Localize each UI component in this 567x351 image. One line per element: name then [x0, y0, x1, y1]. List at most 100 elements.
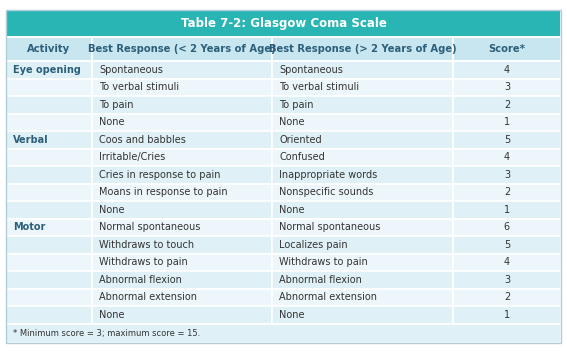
Bar — [6, 113, 92, 131]
Bar — [92, 61, 272, 79]
Text: Cries in response to pain: Cries in response to pain — [99, 170, 221, 180]
Bar — [92, 166, 272, 184]
Bar — [6, 10, 561, 37]
Text: Abnormal flexion: Abnormal flexion — [99, 275, 182, 285]
Text: None: None — [99, 205, 125, 215]
Text: Activity: Activity — [27, 44, 70, 54]
Text: Eye opening: Eye opening — [13, 65, 81, 75]
Bar — [272, 184, 453, 201]
Bar — [6, 37, 92, 61]
Text: Moans in response to pain: Moans in response to pain — [99, 187, 227, 197]
Text: None: None — [99, 310, 125, 320]
Bar — [92, 306, 272, 324]
Text: Table 7-2: Glasgow Coma Scale: Table 7-2: Glasgow Coma Scale — [180, 17, 387, 30]
Bar — [6, 79, 92, 96]
Bar — [92, 253, 272, 271]
Bar — [6, 166, 92, 184]
Text: 1: 1 — [504, 205, 510, 215]
Bar — [92, 131, 272, 148]
Bar — [6, 236, 92, 253]
Text: Abnormal flexion: Abnormal flexion — [280, 275, 362, 285]
Text: To pain: To pain — [280, 100, 314, 110]
Bar — [92, 148, 272, 166]
Bar — [453, 306, 561, 324]
Bar — [453, 184, 561, 201]
Bar — [272, 113, 453, 131]
Bar — [453, 148, 561, 166]
Bar — [92, 79, 272, 96]
Bar — [92, 236, 272, 253]
Bar — [453, 61, 561, 79]
Bar — [453, 37, 561, 61]
Bar — [6, 201, 92, 219]
Text: Coos and babbles: Coos and babbles — [99, 135, 186, 145]
Text: 6: 6 — [504, 222, 510, 232]
Bar — [272, 253, 453, 271]
Text: Spontaneous: Spontaneous — [280, 65, 343, 75]
Text: Abnormal extension: Abnormal extension — [99, 292, 197, 302]
Text: Withdraws to touch: Withdraws to touch — [99, 240, 194, 250]
Text: Motor: Motor — [13, 222, 45, 232]
Text: Confused: Confused — [280, 152, 325, 162]
Bar — [92, 96, 272, 113]
Bar — [272, 131, 453, 148]
Text: To verbal stimuli: To verbal stimuli — [99, 82, 179, 92]
Text: 4: 4 — [504, 65, 510, 75]
Bar — [453, 96, 561, 113]
Bar — [92, 113, 272, 131]
Text: 1: 1 — [504, 117, 510, 127]
Bar — [92, 271, 272, 289]
Text: Best Response (< 2 Years of Age): Best Response (< 2 Years of Age) — [88, 44, 276, 54]
Bar — [6, 306, 92, 324]
Text: Nonspecific sounds: Nonspecific sounds — [280, 187, 374, 197]
Bar — [92, 219, 272, 236]
Text: 5: 5 — [503, 135, 510, 145]
Bar — [272, 236, 453, 253]
Bar — [272, 306, 453, 324]
Bar — [272, 201, 453, 219]
Bar — [453, 219, 561, 236]
Bar — [6, 253, 92, 271]
Bar — [453, 236, 561, 253]
Text: Abnormal extension: Abnormal extension — [280, 292, 378, 302]
Bar — [272, 79, 453, 96]
Text: Oriented: Oriented — [280, 135, 322, 145]
Bar — [272, 61, 453, 79]
Bar — [272, 219, 453, 236]
Bar — [92, 37, 272, 61]
Bar — [6, 148, 92, 166]
Text: Withdraws to pain: Withdraws to pain — [280, 257, 368, 267]
Bar — [6, 219, 92, 236]
Bar — [6, 289, 92, 306]
Text: To pain: To pain — [99, 100, 133, 110]
Bar — [272, 166, 453, 184]
Text: Normal spontaneous: Normal spontaneous — [99, 222, 200, 232]
Bar — [453, 271, 561, 289]
Bar — [453, 166, 561, 184]
Bar — [453, 201, 561, 219]
Text: 2: 2 — [503, 187, 510, 197]
Bar — [272, 148, 453, 166]
Bar — [272, 37, 453, 61]
Bar — [6, 324, 561, 343]
Bar — [453, 289, 561, 306]
Bar — [453, 253, 561, 271]
Text: 5: 5 — [503, 240, 510, 250]
Text: None: None — [280, 205, 305, 215]
Text: Score*: Score* — [488, 44, 526, 54]
Text: None: None — [280, 310, 305, 320]
Text: 4: 4 — [504, 152, 510, 162]
Text: 2: 2 — [503, 100, 510, 110]
Text: 2: 2 — [503, 292, 510, 302]
Bar — [6, 271, 92, 289]
Text: 1: 1 — [504, 310, 510, 320]
Bar — [6, 184, 92, 201]
Text: Spontaneous: Spontaneous — [99, 65, 163, 75]
Bar — [92, 289, 272, 306]
Text: 3: 3 — [504, 170, 510, 180]
Text: Best Response (> 2 Years of Age): Best Response (> 2 Years of Age) — [269, 44, 456, 54]
Text: Irritable/Cries: Irritable/Cries — [99, 152, 165, 162]
Bar — [6, 61, 92, 79]
Text: Localizes pain: Localizes pain — [280, 240, 348, 250]
Bar — [92, 184, 272, 201]
